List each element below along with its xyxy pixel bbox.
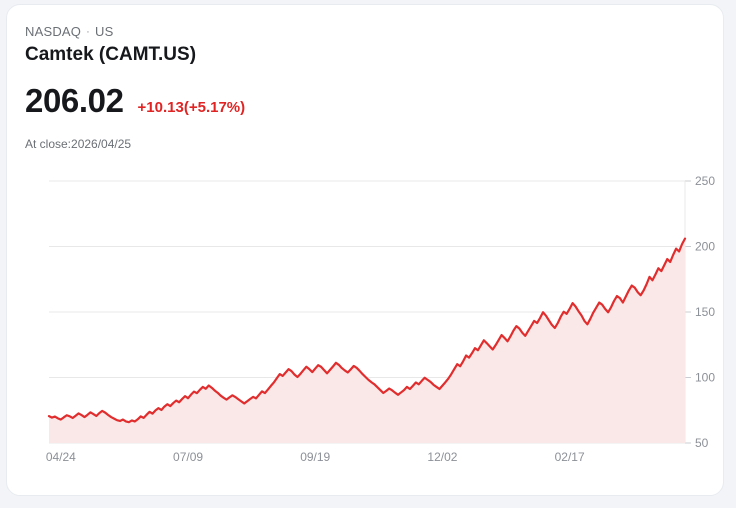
separator-dot: · (86, 26, 90, 38)
y-axis-label: 150 (695, 305, 715, 319)
y-axis-label: 200 (695, 240, 715, 254)
quote-header: NASDAQ · US Camtek (CAMT.US) (25, 23, 525, 68)
price-chart-svg[interactable]: 250 200 150 100 50 04/24 07/09 09/19 12/02 02/17 (7, 160, 724, 480)
price-change: +10.13(+5.17%) (137, 99, 246, 116)
price-line (47, 237, 687, 424)
y-axis-label: 250 (695, 174, 715, 188)
y-axis-labels: 250 200 150 100 50 (695, 174, 715, 450)
stock-quote-card: NASDAQ · US Camtek (CAMT.US) 206.02 +10.13… (6, 4, 724, 496)
price-row: 206.02 +10.13(+5.17%) (25, 81, 245, 121)
x-axis-label: 02/17 (555, 450, 585, 464)
price-area-fill (49, 238, 685, 443)
page-title: Camtek (CAMT.US) (25, 44, 197, 65)
market-status: At close:2026/04/25 (25, 137, 132, 151)
exchange-label: NASDAQ (25, 24, 82, 39)
x-axis-labels: 04/24 07/09 09/19 12/02 02/17 (46, 450, 585, 464)
region-label: US (94, 24, 114, 39)
x-axis-label: 04/24 (46, 450, 76, 464)
current-price: 206.02 (25, 82, 124, 119)
x-axis-label: 12/02 (427, 450, 457, 464)
exchange-region-line: NASDAQ · US (25, 23, 525, 41)
price-chart[interactable]: 250 200 150 100 50 04/24 07/09 09/19 12/02 02/17 (7, 160, 724, 480)
x-axis-label: 07/09 (173, 450, 203, 464)
x-axis-label: 09/19 (300, 450, 330, 464)
y-axis-label: 50 (695, 436, 709, 450)
y-axis-label: 100 (695, 371, 715, 385)
